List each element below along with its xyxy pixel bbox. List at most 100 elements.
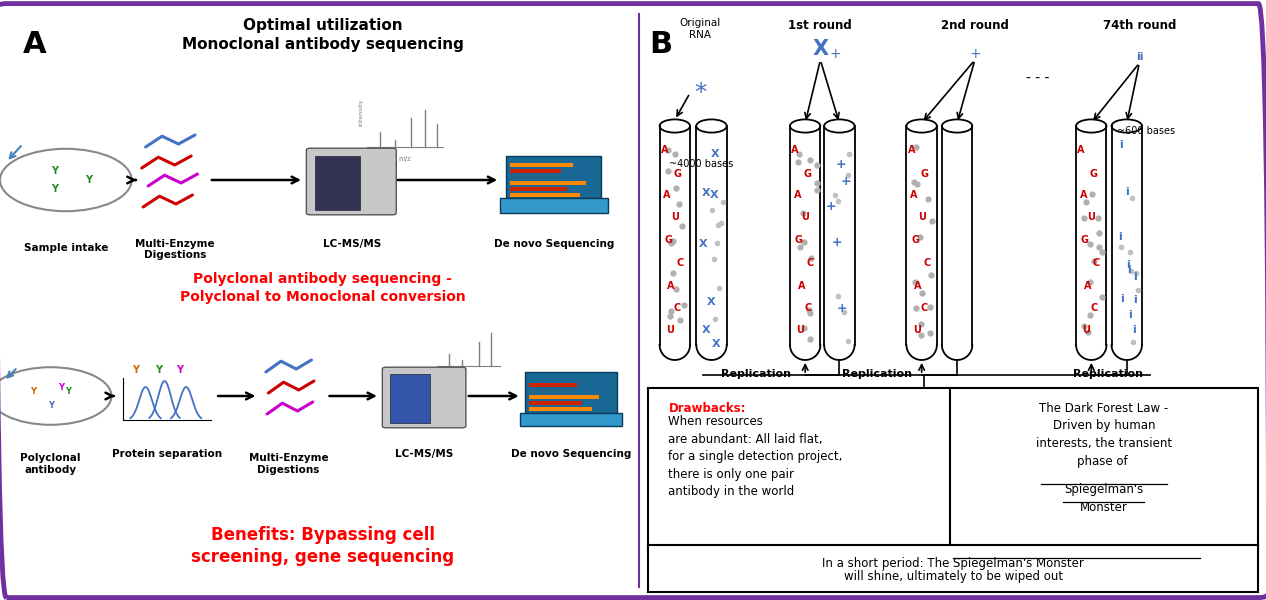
- Text: B: B: [649, 30, 672, 59]
- Text: U: U: [796, 325, 804, 335]
- FancyBboxPatch shape: [382, 367, 466, 428]
- Text: i: i: [1118, 232, 1122, 242]
- Text: A: A: [908, 145, 915, 155]
- Text: C: C: [806, 258, 814, 268]
- Text: +: +: [829, 47, 842, 61]
- Text: Y: Y: [30, 386, 37, 396]
- Bar: [529, 389, 570, 394]
- Text: Y: Y: [176, 365, 184, 375]
- Bar: [529, 383, 577, 388]
- Text: ~4000 bases: ~4000 bases: [670, 159, 733, 169]
- Text: Sample intake: Sample intake: [24, 243, 108, 253]
- Text: De novo Sequencing: De novo Sequencing: [494, 239, 615, 249]
- FancyBboxPatch shape: [520, 413, 622, 426]
- Text: LC-MS/MS: LC-MS/MS: [323, 239, 381, 249]
- Text: U: U: [918, 212, 925, 222]
- Text: X: X: [708, 297, 715, 307]
- FancyBboxPatch shape: [306, 148, 396, 215]
- Text: Multi-Enzyme
Digestions: Multi-Enzyme Digestions: [249, 453, 328, 475]
- Text: X: X: [813, 39, 828, 59]
- Text: A: A: [914, 281, 922, 290]
- FancyBboxPatch shape: [950, 388, 1258, 551]
- Bar: [510, 169, 561, 173]
- Text: 74th round: 74th round: [1103, 19, 1176, 32]
- Bar: [529, 401, 582, 405]
- Text: m/z: m/z: [399, 156, 411, 162]
- Text: A: A: [1077, 145, 1085, 155]
- Text: Y: Y: [85, 175, 92, 185]
- Text: A: A: [1080, 190, 1087, 200]
- Text: C: C: [1093, 258, 1100, 268]
- Text: Y: Y: [154, 365, 162, 375]
- Text: C: C: [674, 303, 681, 313]
- Text: Drawbacks:: Drawbacks:: [668, 402, 746, 415]
- Text: +: +: [836, 158, 846, 172]
- Text: will shine, ultimately to be wiped out: will shine, ultimately to be wiped out: [843, 570, 1063, 583]
- Text: i: i: [1133, 272, 1137, 282]
- Text: U: U: [801, 212, 809, 222]
- Text: ii: ii: [1136, 52, 1143, 62]
- FancyBboxPatch shape: [506, 156, 601, 198]
- Text: i: i: [1120, 294, 1124, 304]
- Text: +: +: [841, 175, 852, 188]
- Text: G: G: [804, 169, 812, 179]
- Text: C: C: [923, 258, 931, 268]
- FancyBboxPatch shape: [525, 372, 617, 413]
- FancyBboxPatch shape: [500, 198, 608, 213]
- Text: Replication: Replication: [1072, 369, 1143, 379]
- Text: X: X: [710, 149, 719, 158]
- Text: Y: Y: [51, 184, 58, 194]
- Text: A: A: [663, 190, 671, 200]
- Text: - - -: - - -: [1027, 71, 1050, 85]
- Text: Y: Y: [132, 365, 139, 375]
- FancyBboxPatch shape: [315, 156, 360, 210]
- Circle shape: [0, 149, 132, 211]
- Text: X: X: [711, 339, 720, 349]
- Text: G: G: [920, 169, 928, 179]
- Text: 2nd round: 2nd round: [941, 19, 1009, 32]
- Text: Replication: Replication: [842, 369, 913, 379]
- Text: Spiegelman's Monster: Spiegelman's Monster: [953, 557, 1084, 570]
- Text: Benefits: Bypassing cell
screening, gene sequencing: Benefits: Bypassing cell screening, gene…: [191, 526, 454, 566]
- Text: A: A: [23, 30, 47, 59]
- Text: A: A: [794, 190, 801, 200]
- Text: +: +: [837, 302, 847, 315]
- Text: A: A: [791, 145, 799, 155]
- Text: A: A: [661, 145, 668, 155]
- Text: C: C: [1090, 303, 1098, 313]
- Text: In a short period: The: In a short period: The: [822, 557, 953, 570]
- Text: The Dark Forest Law -
Driven by human
interests, the transient
phase of: The Dark Forest Law - Driven by human in…: [1036, 402, 1172, 467]
- Text: U: U: [671, 212, 679, 222]
- Text: +: +: [825, 200, 837, 214]
- Text: X: X: [701, 325, 710, 335]
- Text: C: C: [920, 303, 928, 313]
- Bar: [510, 187, 567, 191]
- Text: C: C: [804, 303, 812, 313]
- Bar: [529, 395, 599, 400]
- FancyBboxPatch shape: [648, 545, 1258, 592]
- Bar: [510, 181, 586, 185]
- Text: Polyclonal
antibody: Polyclonal antibody: [20, 453, 81, 475]
- Bar: [510, 175, 555, 179]
- FancyBboxPatch shape: [648, 388, 953, 551]
- Text: U: U: [666, 325, 674, 335]
- Bar: [510, 193, 580, 197]
- Text: G: G: [1081, 235, 1089, 245]
- Text: U: U: [1082, 325, 1090, 335]
- FancyBboxPatch shape: [390, 374, 430, 423]
- Text: C: C: [676, 258, 684, 268]
- Text: G: G: [795, 235, 803, 245]
- Text: A: A: [1084, 281, 1091, 290]
- Text: i: i: [1133, 325, 1137, 335]
- Text: Y: Y: [48, 401, 53, 410]
- Text: +: +: [832, 236, 842, 249]
- Text: Protein separation: Protein separation: [113, 449, 222, 459]
- Text: De novo Sequencing: De novo Sequencing: [510, 449, 632, 459]
- Text: Intensity: Intensity: [358, 98, 363, 126]
- Text: 1st round: 1st round: [789, 19, 852, 32]
- Text: X: X: [709, 190, 718, 200]
- Text: i: i: [1127, 260, 1131, 270]
- Text: Replication: Replication: [720, 369, 791, 379]
- Text: Y: Y: [65, 386, 71, 396]
- Text: X: X: [701, 188, 710, 198]
